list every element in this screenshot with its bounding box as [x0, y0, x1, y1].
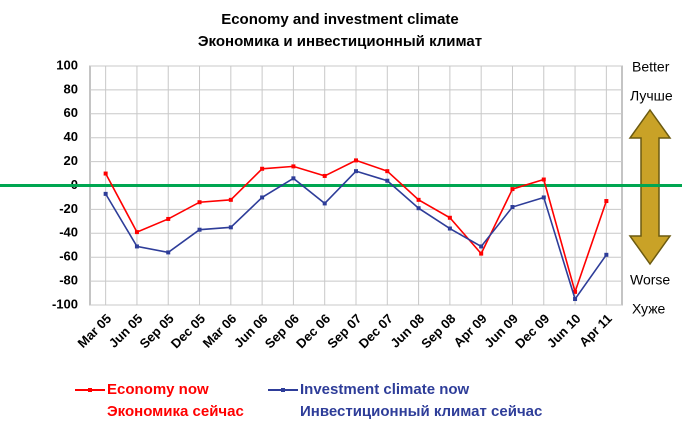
- x-tick-label: Sep 05: [137, 311, 177, 351]
- legend-label: Investment climate now: [300, 381, 470, 398]
- data-point: [291, 176, 296, 181]
- data-point: [385, 178, 390, 183]
- data-point: [510, 205, 515, 210]
- data-point: [103, 171, 108, 176]
- data-point: [228, 197, 233, 202]
- data-point: [103, 191, 108, 196]
- data-point: [447, 226, 452, 231]
- y-tick-label: -40: [59, 225, 78, 240]
- data-point: [197, 227, 202, 232]
- legend-marker: [281, 388, 285, 392]
- data-point: [291, 164, 296, 169]
- data-point: [604, 199, 609, 204]
- x-tick-label: Dec 06: [293, 311, 333, 351]
- annotation: Better: [632, 59, 670, 75]
- data-point: [479, 244, 484, 249]
- data-point: [573, 297, 578, 302]
- data-point: [134, 244, 139, 249]
- data-point: [166, 250, 171, 255]
- data-point: [604, 252, 609, 257]
- legend-label: Инвестиционный климат сейчас: [300, 403, 542, 420]
- x-tick-label: Jun 10: [544, 311, 584, 351]
- data-point: [541, 195, 546, 200]
- data-point: [260, 195, 265, 200]
- y-tick-label: 80: [64, 81, 78, 96]
- legend-label: Economy now: [107, 381, 209, 398]
- x-tick-label: Mar 06: [200, 311, 240, 351]
- annotation: Worse: [630, 272, 670, 288]
- y-tick-label: -80: [59, 273, 78, 288]
- y-tick-label: -20: [59, 201, 78, 216]
- y-tick-label: -100: [52, 296, 78, 311]
- legend-label: Экономика сейчас: [107, 403, 244, 420]
- y-tick-label: 40: [64, 129, 78, 144]
- y-tick-label: 20: [64, 153, 78, 168]
- data-point: [447, 215, 452, 220]
- data-point: [322, 201, 327, 206]
- x-tick-label: Dec 07: [356, 311, 396, 351]
- data-point: [354, 158, 358, 163]
- data-point: [479, 251, 484, 256]
- data-point: [416, 197, 421, 202]
- data-point: [416, 206, 421, 211]
- data-point: [354, 169, 358, 174]
- data-point: [134, 230, 139, 235]
- x-tick-label: Apr 11: [576, 311, 615, 350]
- data-point: [322, 173, 327, 178]
- y-tick-label: -60: [59, 249, 78, 264]
- x-tick-label: Dec 09: [512, 311, 552, 351]
- x-tick-label: Sep 07: [324, 311, 364, 351]
- legend-marker: [88, 388, 92, 392]
- data-point: [228, 225, 233, 230]
- chart-subtitle: Экономика и инвестиционный климат: [198, 33, 482, 50]
- y-tick-label: 60: [64, 105, 78, 120]
- x-tick-label: Mar 05: [74, 311, 114, 351]
- data-point: [541, 177, 546, 182]
- x-tick-label: Sep 06: [262, 311, 302, 351]
- data-point: [260, 166, 265, 171]
- data-point: [166, 216, 171, 221]
- data-point: [197, 200, 202, 205]
- annotation: Хуже: [632, 301, 666, 317]
- data-point: [573, 289, 578, 294]
- data-point: [385, 169, 390, 174]
- data-point: [510, 187, 515, 192]
- annotation: Лучше: [630, 88, 673, 104]
- x-tick-label: Dec 05: [168, 311, 208, 351]
- chart-title: Economy and investment climate: [221, 11, 459, 28]
- x-tick-label: Apr 09: [451, 311, 490, 350]
- y-tick-label: 100: [56, 57, 78, 72]
- x-tick-label: Sep 08: [418, 311, 458, 351]
